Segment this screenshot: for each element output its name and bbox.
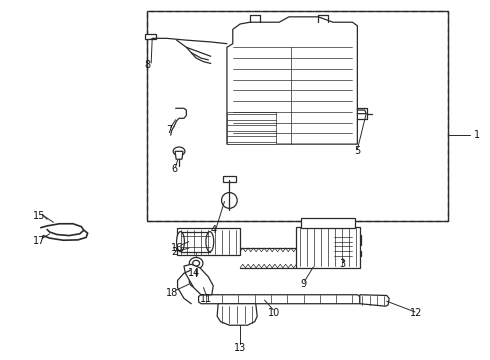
Ellipse shape: [206, 231, 214, 252]
Bar: [227, 112, 276, 144]
Bar: [147, 12, 448, 221]
Polygon shape: [198, 295, 360, 304]
Polygon shape: [217, 304, 257, 325]
Text: 1: 1: [474, 130, 480, 140]
Text: 11: 11: [200, 294, 212, 304]
Polygon shape: [227, 17, 357, 144]
Text: 16: 16: [171, 243, 183, 253]
Text: 2: 2: [171, 247, 177, 257]
Bar: [352, 240, 361, 245]
Text: 10: 10: [268, 309, 280, 318]
Bar: [352, 251, 361, 256]
Bar: [296, 226, 360, 268]
Polygon shape: [184, 264, 213, 295]
Text: 18: 18: [166, 288, 178, 298]
Text: 3: 3: [340, 259, 346, 269]
Ellipse shape: [221, 193, 237, 208]
Bar: [180, 231, 210, 252]
Polygon shape: [175, 151, 183, 159]
Text: 8: 8: [144, 60, 150, 70]
Bar: [301, 218, 355, 228]
Text: 15: 15: [33, 211, 45, 221]
Bar: [352, 235, 361, 240]
Polygon shape: [360, 295, 389, 306]
Ellipse shape: [193, 278, 199, 284]
Polygon shape: [333, 234, 355, 259]
Ellipse shape: [193, 260, 199, 266]
Ellipse shape: [189, 257, 203, 269]
Polygon shape: [222, 176, 236, 182]
Text: 6: 6: [171, 164, 177, 174]
Text: 5: 5: [354, 146, 361, 156]
Bar: [145, 34, 156, 40]
Text: 7: 7: [166, 125, 172, 135]
Ellipse shape: [176, 231, 184, 252]
Text: 9: 9: [300, 279, 307, 289]
Ellipse shape: [173, 147, 185, 156]
Text: 13: 13: [234, 343, 246, 353]
Text: 14: 14: [188, 268, 200, 278]
Text: 17: 17: [33, 236, 45, 246]
Bar: [147, 12, 448, 221]
Text: 4: 4: [210, 225, 216, 235]
Text: 12: 12: [410, 309, 422, 318]
Ellipse shape: [189, 275, 203, 288]
Bar: [176, 228, 240, 255]
